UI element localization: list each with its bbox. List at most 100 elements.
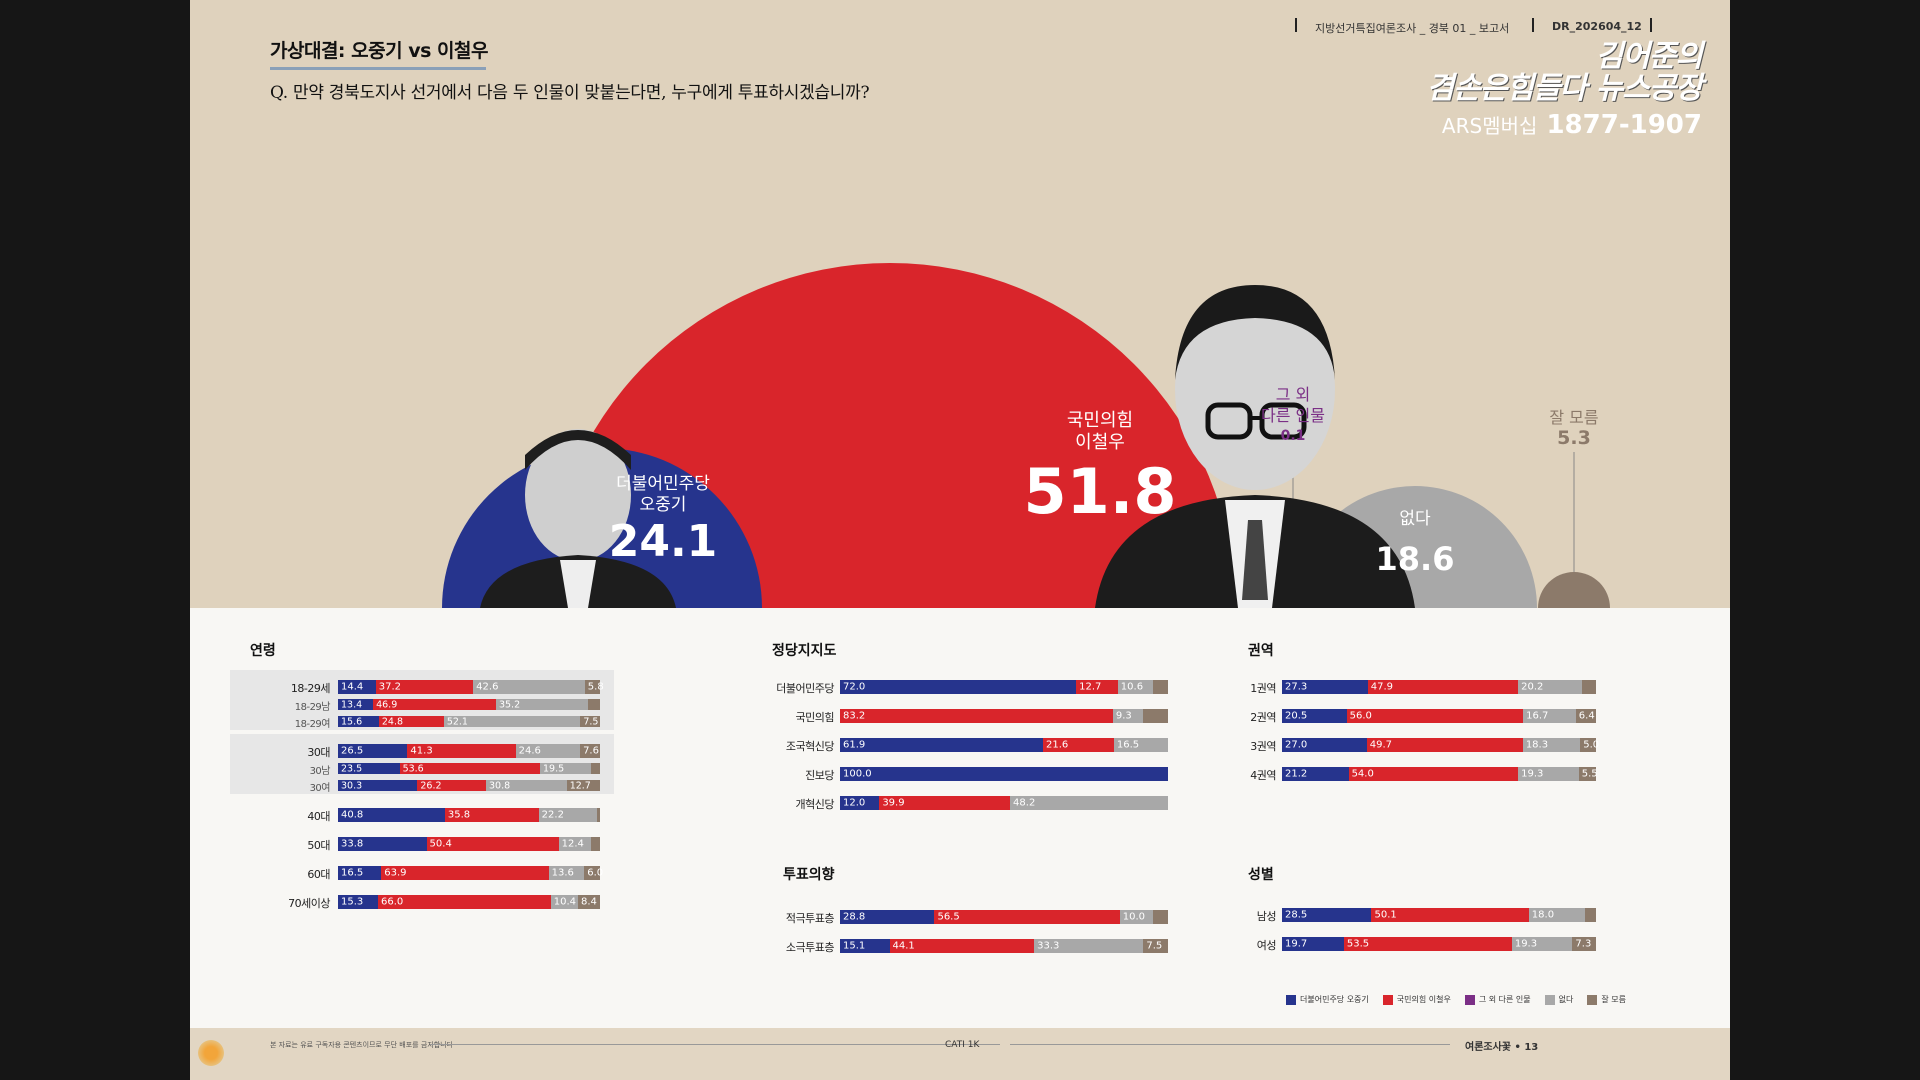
segment-value-label: 63.9 [384,867,407,879]
bar-segment-none: 12.4 [558,837,592,851]
row-label: 개혁신당 [795,798,835,811]
bar-segment-ppp: 50.4 [426,837,559,851]
ppp-value: 51.8 [1023,455,1177,528]
dem-party: 더불어민주당 [616,474,710,494]
segment-value-label: 47.9 [1370,681,1393,693]
segment-value-label: 53.6 [402,763,424,774]
bar-segment-dk: 7.5 [580,716,600,727]
main-result-circles [442,263,1610,608]
segment-value-label: 22.2 [541,809,564,821]
legend-item: 국민의힘 이철우 [1382,994,1451,1005]
segment-value-label: 35.2 [498,699,521,710]
segment-value-label: 39.9 [882,797,905,809]
bar-segment-dk: 7.6 [580,744,600,758]
stacked-bar: 23.5 53.6 19.5 [338,763,600,774]
chart-title: 연령 [250,643,276,659]
dem-value: 24.1 [608,516,718,567]
stacked-bar: 27.3 47.9 20.2 [1282,680,1596,694]
bar-segment-dk [1585,908,1596,922]
row-label: 1권역 [1250,682,1276,695]
segment-value-label: 16.5 [341,867,364,879]
segment-value-label: 56.5 [937,911,960,923]
stacked-bar: 15.3 66.0 10.4 8.4 [338,895,600,909]
legend-label: 국민의힘 이철우 [1396,995,1451,1004]
legend-item: 그 외 다른 인물 [1464,994,1531,1005]
bar-segment-dem: 23.5 [338,763,400,774]
bar-segment-ppp: 83.2 [840,709,1113,723]
segment-value-label: 72.0 [843,681,866,693]
segment-value-label: 21.6 [1046,739,1069,751]
legend-label: 더불어민주당 오중기 [1300,995,1369,1004]
bar-segment-ppp: 44.1 [889,939,1035,953]
none-value: 18.6 [1375,540,1455,578]
ppp-candidate: 이철우 [1075,432,1125,453]
segment-value-label: 7.6 [583,745,599,757]
segment-value-label: 54.0 [1351,768,1374,780]
brand-logo: 김어준의 겸손은힘들다 뉴스공장 ARS멤버십 1877-1907 [1426,42,1703,139]
footer-logo-icon [196,1038,226,1068]
bar-segment-ppp: 39.9 [879,796,1011,810]
bar-segment-none: 10.4 [550,895,578,909]
survey-name: 지방선거특집여론조사 _ 경북 01 _ 보고서 [1315,22,1510,35]
segment-value-label: 46.9 [376,699,398,710]
segment-value-label: 50.1 [1374,909,1397,921]
bar-segment-dem: 33.8 [338,837,427,851]
row-label: 진보당 [805,769,834,782]
other-label: 그 외 다른 인물 0.1 [1243,384,1343,447]
segment-value-label: 33.3 [1037,940,1060,952]
stacked-bar: 19.7 53.5 19.3 7.3 [1282,937,1596,951]
bar-segment-dk [591,837,600,851]
bar-segment-dem: 19.7 [1282,937,1344,951]
bar-segment-none: 24.6 [515,744,581,758]
bar-segment-none: 30.8 [486,780,567,791]
row-label: 30대 [307,746,330,759]
segment-value-label: 30.8 [489,780,511,791]
ppp-candidate-portrait [1095,285,1415,608]
stacked-bar: 27.0 49.7 18.3 5.0 [1282,738,1599,752]
title-underline [270,67,486,70]
bar-segment-dem: 14.4 [338,680,376,694]
stacked-bar: 100.0 [840,767,1168,781]
legend-swatch [1587,994,1598,1005]
bar-segment-ppp: 37.2 [375,680,474,694]
ppp-party-label: 국민의힘 이철우 [1030,410,1170,454]
stacked-bar: 72.0 12.7 10.6 [840,680,1168,694]
segment-value-label: 56.0 [1349,710,1372,722]
bar-segment-ppp: 53.6 [399,763,540,774]
segment-value-label: 16.7 [1526,710,1549,722]
segment-value-label: 61.9 [843,739,866,751]
segment-value-label: 16.5 [1116,739,1140,751]
bar-segment-dk: 12.7 [566,780,600,791]
bar-segment-none: 33.3 [1034,939,1144,953]
brand-line2: 겸손은힘들다 뉴스공장 [1426,71,1703,106]
row-label: 50대 [307,839,330,852]
stacked-bar: 12.0 39.9 48.2 [840,796,1168,810]
segment-value-label: 10.6 [1120,681,1144,693]
bar-segment-none: 10.0 [1119,910,1153,924]
survey-question: Q. 만약 경북도지사 선거에서 다음 두 인물이 맞붙는다면, 누구에게 투표… [270,83,870,103]
segment-value-label: 15.6 [341,716,363,727]
bar-segment-ppp: 46.9 [373,699,496,710]
row-label: 40대 [307,810,330,823]
bar-segment-ppp: 12.7 [1076,680,1118,694]
bar-segment-dem: 21.2 [1282,767,1349,781]
segment-value-label: 18.3 [1525,739,1549,751]
segment-value-label: 12.4 [561,838,584,850]
row-label: 적극투표층 [785,912,835,925]
row-label: 18-29세 [290,682,331,695]
segment-value-label: 24.8 [381,716,404,727]
segment-value-label: 100.0 [843,768,872,780]
segment-value-label: 12.7 [569,780,591,791]
segment-value-label: 28.5 [1285,909,1308,921]
segment-value-label: 23.5 [341,763,363,774]
segment-value-label: 49.7 [1369,739,1393,751]
row-label: 30남 [309,766,331,777]
bar-segment-none: 9.3 [1112,709,1144,723]
bar-segment-none: 20.2 [1518,680,1582,694]
report-code: DR_202604_12 [1552,20,1642,33]
legend: 더불어민주당 오중기 국민의힘 이철우 그 외 다른 인물 없다 잘 모름 [1286,994,1626,1005]
row-label: 60대 [307,868,330,881]
legend-label: 그 외 다른 인물 [1478,995,1531,1004]
footer: 본 자료는 유료 구독자용 콘텐츠이므로 무단 배포를 금지합니다 CATI 1… [190,1028,1730,1080]
legend-label: 잘 모름 [1601,995,1627,1004]
